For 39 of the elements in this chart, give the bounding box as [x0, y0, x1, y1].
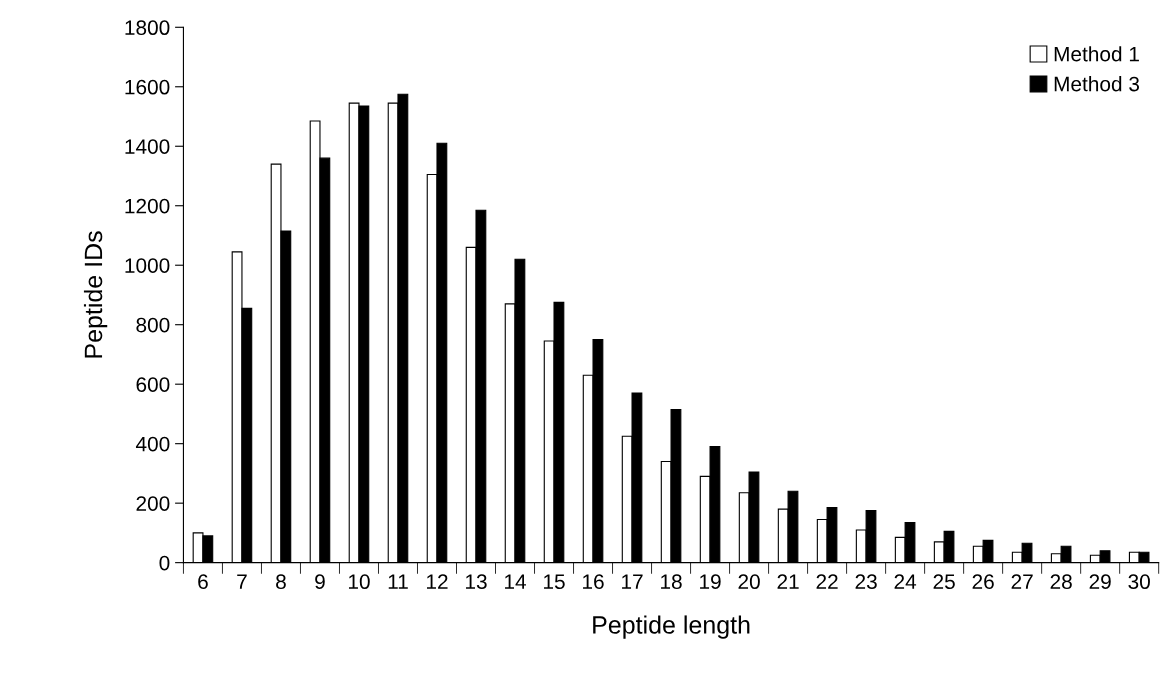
x-tick-label: 19 [700, 574, 721, 590]
x-tick-label: 17 [622, 574, 643, 589]
y-tick-label: 1600 [125, 79, 170, 95]
x-tick-label: 16 [583, 574, 604, 590]
x-tick-label: 26 [972, 574, 994, 590]
x-tick-label: 14 [505, 574, 526, 589]
x-tick-label: 15 [544, 574, 565, 590]
x-tick-label: 18 [661, 574, 682, 590]
x-tick-label: 13 [466, 574, 487, 590]
x-tick-label: 7 [237, 574, 247, 589]
x-tick-label: 9 [315, 574, 325, 590]
x-tick-label: 8 [276, 574, 286, 590]
x-tick-label: 28 [1050, 574, 1072, 590]
x-tick-label: 30 [1128, 574, 1150, 590]
y-axis-title: Peptide IDs [83, 231, 108, 358]
x-tick-label: 22 [816, 574, 838, 589]
x-tick-label: 25 [933, 574, 955, 590]
y-tick-label: 0 [159, 555, 170, 571]
y-tick-label: 200 [136, 496, 170, 511]
x-tick-label: 24 [894, 574, 917, 589]
y-tick-label: 1200 [125, 198, 170, 214]
x-tick-label: 10 [348, 574, 370, 590]
x-tick-label: 23 [855, 574, 877, 590]
x-axis-title: Peptide length [593, 615, 750, 639]
x-tick-label: 12 [427, 574, 448, 589]
y-tick-label: 1000 [125, 258, 170, 273]
x-tick-label: 6 [198, 574, 208, 590]
y-tick-label: 400 [135, 436, 170, 452]
legend-label: Method 1 [1054, 46, 1139, 62]
x-tick-label: 29 [1089, 574, 1111, 590]
y-tick-label: 1400 [125, 139, 170, 155]
x-tick-label: 27 [1011, 574, 1033, 589]
y-tick-label: 600 [136, 377, 170, 392]
legend-label: Method 3 [1054, 76, 1140, 92]
y-tick-label: 800 [136, 317, 170, 333]
x-tick-label: 21 [777, 574, 799, 589]
x-tick-label: 20 [738, 574, 760, 590]
x-tick-label: 11 [388, 574, 408, 589]
y-tick-label: 1800 [125, 20, 170, 36]
